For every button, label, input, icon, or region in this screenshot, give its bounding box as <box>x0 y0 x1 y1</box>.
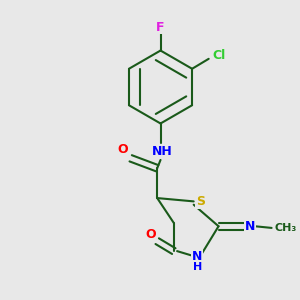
Text: S: S <box>196 195 205 208</box>
Text: NH: NH <box>152 145 172 158</box>
Text: F: F <box>156 21 165 34</box>
Text: N: N <box>192 250 202 262</box>
Text: O: O <box>117 143 128 157</box>
Text: H: H <box>193 262 202 272</box>
Text: Cl: Cl <box>212 49 225 62</box>
Text: CH₃: CH₃ <box>275 223 297 233</box>
Text: O: O <box>145 228 156 241</box>
Text: N: N <box>245 220 255 233</box>
